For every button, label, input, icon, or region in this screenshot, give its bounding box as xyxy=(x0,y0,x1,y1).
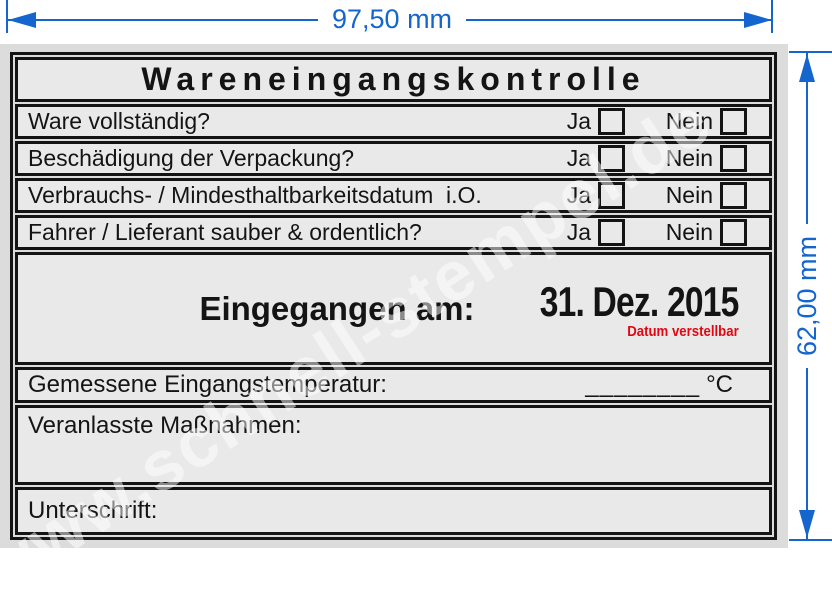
date-adjustable-note: Datum verstellbar xyxy=(627,322,739,340)
temperature-unit: °C xyxy=(706,371,733,398)
nein-label: Nein xyxy=(665,219,713,245)
nein-label: Nein xyxy=(665,145,713,171)
checkbox-ja-2[interactable] xyxy=(598,182,625,209)
ja-label: Ja xyxy=(566,145,591,171)
signature-label: Unterschrift: xyxy=(28,497,158,524)
question-label: Beschädigung der Verpackung? xyxy=(28,145,355,171)
nein-label: Nein xyxy=(665,182,713,208)
checkbox-ja-1[interactable] xyxy=(598,145,625,172)
ja-label: Ja xyxy=(566,182,591,208)
date-row-label: Eingegangen am: xyxy=(199,289,475,327)
arrow-up-icon xyxy=(799,54,815,82)
checkbox-ja-3[interactable] xyxy=(598,219,625,246)
measures-label: Veranlasste Maßnahmen: xyxy=(28,412,302,439)
date-value: 31. Dez. 2015 xyxy=(540,277,740,325)
width-dimension-label: 97,50 mm xyxy=(318,4,467,34)
date-block: 31. Dez. 2015 Datum verstellbar xyxy=(490,277,740,340)
checkbox-nein-3[interactable] xyxy=(720,219,747,246)
temperature-blank-field[interactable]: ________ xyxy=(585,371,701,398)
checkbox-nein-2[interactable] xyxy=(720,182,747,209)
ja-label: Ja xyxy=(566,108,591,134)
height-dimension-label: 62,00 mm xyxy=(792,223,822,369)
question-row-ware-vollstaendig: Ware vollständig? Ja Nein xyxy=(15,104,772,139)
ja-label: Ja xyxy=(566,219,591,245)
question-row-beschaedigung: Beschädigung der Verpackung? Ja Nein xyxy=(15,141,772,176)
dimension-tick xyxy=(789,539,832,541)
arrow-left-icon xyxy=(8,12,36,28)
question-row-fahrer: Fahrer / Lieferant sauber & ordentlich? … xyxy=(15,215,772,250)
question-row-mhd: Verbrauchs- / Mindesthaltbarkeitsdatum i… xyxy=(15,178,772,213)
temperature-label: Gemessene Eingangstemperatur: xyxy=(28,371,387,398)
stamp-title: Wareneingangskontrolle xyxy=(141,61,646,97)
question-label: Fahrer / Lieferant sauber & ordentlich? xyxy=(28,219,422,245)
checkbox-ja-0[interactable] xyxy=(598,108,625,135)
measures-row: Veranlasste Maßnahmen: xyxy=(15,405,772,485)
dimension-tick xyxy=(6,0,8,33)
checkbox-nein-1[interactable] xyxy=(720,145,747,172)
dimension-tick xyxy=(789,51,832,53)
question-label: Verbrauchs- / Mindesthaltbarkeitsdatum i… xyxy=(28,182,482,208)
nein-label: Nein xyxy=(665,108,713,134)
checkbox-nein-0[interactable] xyxy=(720,108,747,135)
stamp-imprint: Wareneingangskontrolle Ware vollständig?… xyxy=(10,52,777,540)
question-label: Ware vollständig? xyxy=(28,108,210,134)
dimension-tick xyxy=(771,0,773,33)
stamp-title-row: Wareneingangskontrolle xyxy=(15,57,772,102)
temperature-row: Gemessene Eingangstemperatur: ________ °… xyxy=(15,367,772,403)
arrow-right-icon xyxy=(744,12,772,28)
arrow-down-icon xyxy=(799,510,815,538)
date-row: Eingegangen am: 31. Dez. 2015 Datum vers… xyxy=(15,252,772,365)
signature-row: Unterschrift: xyxy=(15,487,772,535)
